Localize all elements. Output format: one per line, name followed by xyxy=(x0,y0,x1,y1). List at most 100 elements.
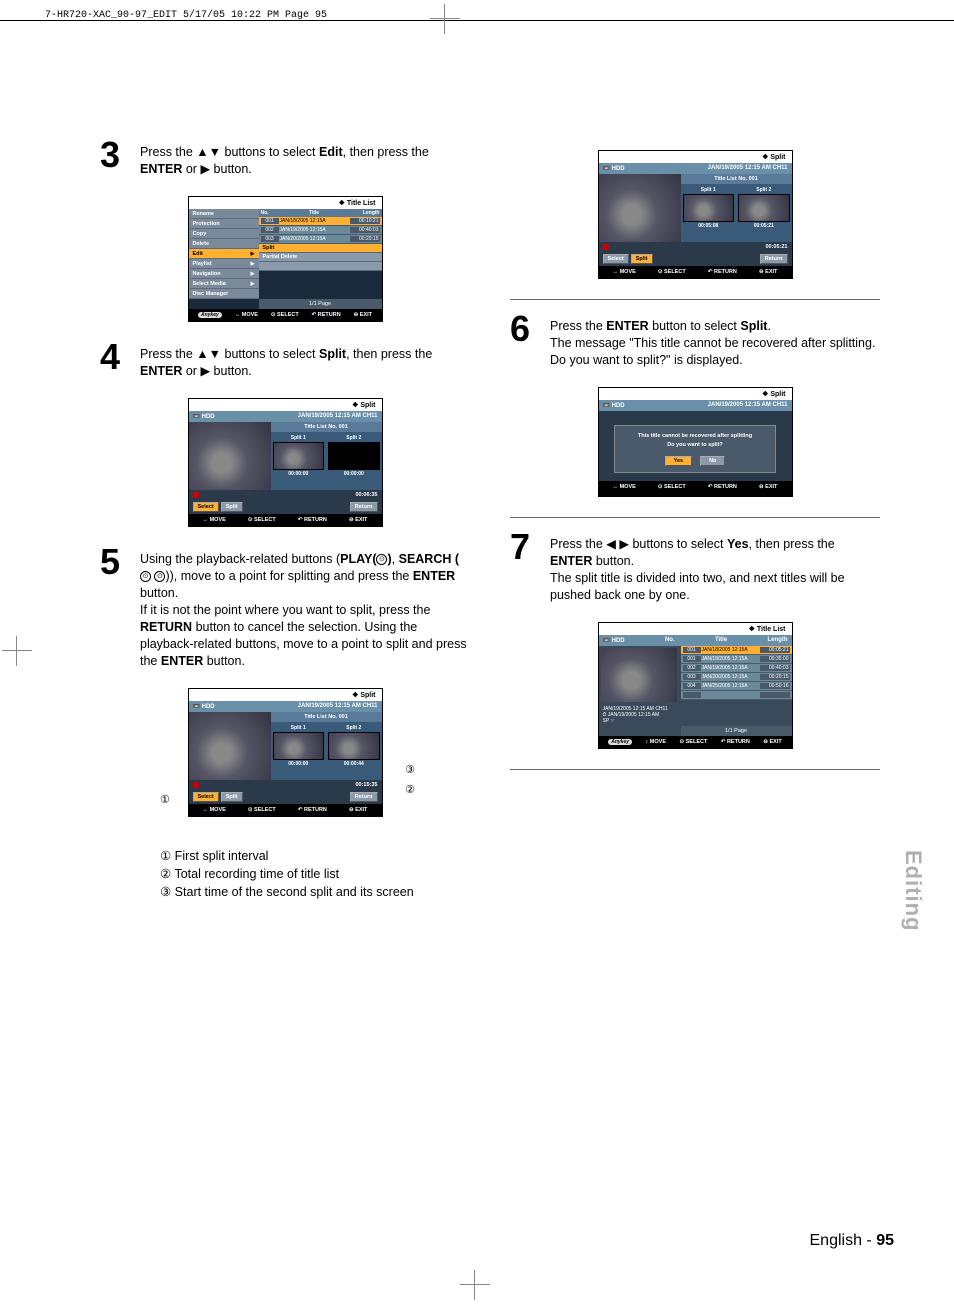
list-row[interactable]: 002JAN/19/2005 12:15A00:40:03 xyxy=(681,664,792,673)
menu-playlist[interactable]: Playlist▶ xyxy=(189,259,259,269)
text: The split title is divided into two, and… xyxy=(550,571,845,602)
text: button. xyxy=(210,162,252,176)
submenu-partial-delete[interactable]: Partial Delete xyxy=(259,253,382,262)
step-3: 3 Press the ▲▼ buttons to select Edit, t… xyxy=(100,140,470,178)
label: RETURN xyxy=(318,312,341,318)
menu-select-media[interactable]: Select Media▶ xyxy=(189,279,259,289)
list-row[interactable]: 003JAN/20/2005 12:15A00:20:15 xyxy=(681,673,792,682)
preview-pane xyxy=(189,712,271,780)
select-button[interactable]: Select xyxy=(603,254,629,264)
footer-select: ⊙ SELECT xyxy=(248,517,276,523)
step-6: 6 Press the ENTER button to select Split… xyxy=(510,314,880,369)
menu-rename[interactable]: Rename xyxy=(189,209,259,219)
step-4: 4 Press the ▲▼ buttons to select Split, … xyxy=(100,342,470,380)
crop-mark-left xyxy=(2,636,32,666)
yes-button[interactable]: Yes xyxy=(665,456,692,466)
preview-image xyxy=(599,174,681,242)
label: HDD xyxy=(202,414,215,420)
text: Using the playback-related buttons ( xyxy=(140,552,340,566)
cell: 00:50:16 xyxy=(760,683,790,689)
text: buttons to select xyxy=(221,145,319,159)
arrows-icon: ▲▼ xyxy=(196,347,221,361)
cell: 00:40:03 xyxy=(760,665,790,671)
list-row[interactable]: 004JAN/25/2005 12:15A00:50:16 xyxy=(681,682,792,691)
label: MOVE xyxy=(210,517,226,523)
cell: 003 xyxy=(683,674,701,680)
chevron-right-icon: ▶ xyxy=(251,251,255,257)
split-thumb-2: Split 2 00:05:21 xyxy=(736,184,792,232)
ss-header: ❖ Title List xyxy=(189,197,382,209)
select-button[interactable]: Select xyxy=(193,792,219,802)
split-button[interactable]: Split xyxy=(221,502,243,512)
ss-footer: ↔ MOVE ⊙ SELECT ↶ RETURN ⊖ EXIT xyxy=(189,804,382,816)
split-button[interactable]: Split xyxy=(221,792,243,802)
timestamp: JAN/19/2005 12:15 AM CH11 xyxy=(298,703,378,710)
label: HDD xyxy=(612,166,625,172)
footnotes: ① First split interval ② Total recording… xyxy=(100,847,470,901)
select-button[interactable]: Select xyxy=(193,502,219,512)
menu-disc-manager[interactable]: Disc Manager xyxy=(189,289,259,299)
ss-footer: Anykey ↕ MOVE ⊙ SELECT ↶ RETURN ⊖ EXIT xyxy=(599,736,792,748)
footer-return: ↶ RETURN xyxy=(708,269,737,275)
list-header: No. Title Length xyxy=(259,209,382,217)
text: Press the xyxy=(550,537,606,551)
footer-move: ↔ MOVE xyxy=(613,484,636,490)
page-indicator: 1/1 Page xyxy=(259,299,382,309)
menu-delete[interactable]: Delete xyxy=(189,239,259,249)
list-row-empty xyxy=(681,691,792,700)
cell: 001 xyxy=(261,218,279,224)
step-number: 4 xyxy=(100,342,140,372)
label: EXIT xyxy=(355,517,367,523)
label: SELECT xyxy=(664,484,686,490)
dialog-line-1: This title cannot be recovered after spl… xyxy=(621,432,769,441)
bold: ENTER xyxy=(161,654,203,668)
list-row[interactable]: 002JAN/19/2005 12:15A00:40:03 xyxy=(259,226,382,235)
menu-protection[interactable]: Protection xyxy=(189,219,259,229)
label: SELECT xyxy=(277,312,299,318)
no-button[interactable]: No xyxy=(700,456,725,466)
ss-body: Rename Protection Copy Delete Edit▶ Play… xyxy=(189,209,382,309)
time: 00:00:00 xyxy=(328,470,380,478)
label: Select Media xyxy=(193,281,226,287)
submenu-split[interactable]: Split xyxy=(259,244,382,253)
return-button[interactable]: Return xyxy=(760,254,788,264)
search-fwd-icon: ⊙ xyxy=(154,571,165,582)
text: , then press the xyxy=(343,145,429,159)
split-controls: 00:06:35 xyxy=(189,490,382,500)
menu-copy[interactable]: Copy xyxy=(189,229,259,239)
list-area: 001JAN/18/2005 12:15A00:05:21 001JAN/18/… xyxy=(681,646,792,700)
text: , then press the xyxy=(749,537,835,551)
label: SELECT xyxy=(254,517,276,523)
hdd-row: 📼 HDD JAN/19/2005 12:15 AM CH11 xyxy=(599,400,792,411)
callout-1: ① xyxy=(160,793,170,806)
footer-move: ↔ MOVE xyxy=(203,807,226,813)
hdd-row: 📼 HDD JAN/19/2005 12:15 AM CH11 xyxy=(599,163,792,174)
list-row[interactable]: 001JAN/18/2005 12:15A00:10:21 xyxy=(259,217,382,226)
list-row[interactable]: 001JAN/18/2005 12:15A00:05:21 xyxy=(681,646,792,655)
menu-edit[interactable]: Edit▶ xyxy=(189,249,259,259)
record-icon xyxy=(193,492,199,498)
page-indicator: 1/1 Page xyxy=(681,726,792,736)
bold: ENTER xyxy=(413,569,455,583)
split-button[interactable]: Split xyxy=(631,254,653,264)
title-no: Title List No. 001 xyxy=(681,174,792,184)
footer-return: ↶ RETURN xyxy=(721,739,750,745)
label: Split 2 xyxy=(738,186,790,194)
label: Split 1 xyxy=(683,186,735,194)
split-right: Title List No. 001 Split 1 00:00:00 Spli… xyxy=(271,422,382,490)
meta: JAN/19/2005 12:15 AM CH11 ⏱ JAN/19/2005 … xyxy=(599,704,792,726)
list-row[interactable]: 003JAN/20/2005 12:15A00:20:15 xyxy=(259,235,382,244)
page-number: 95 xyxy=(876,1232,894,1249)
step-7: 7 Press the ◀ ▶ buttons to select Yes, t… xyxy=(510,532,880,604)
list-row[interactable]: 001JAN/18/2005 12:15A00:35:00 xyxy=(681,655,792,664)
hdd-label: 📼 HDD xyxy=(193,413,215,420)
menu-navigation[interactable]: Navigation▶ xyxy=(189,269,259,279)
ss-footer: ↔ MOVE ⊙ SELECT ↶ RETURN ⊖ EXIT xyxy=(189,514,382,526)
time: 00:00:44 xyxy=(328,760,380,768)
return-button[interactable]: Return xyxy=(350,502,378,512)
return-button[interactable]: Return xyxy=(350,792,378,802)
ss-header: ❖ Split xyxy=(599,388,792,400)
step-text: Press the ◀ ▶ buttons to select Yes, the… xyxy=(550,532,880,604)
col-no: No. xyxy=(665,637,675,644)
footer-select: ⊙ SELECT xyxy=(658,484,686,490)
